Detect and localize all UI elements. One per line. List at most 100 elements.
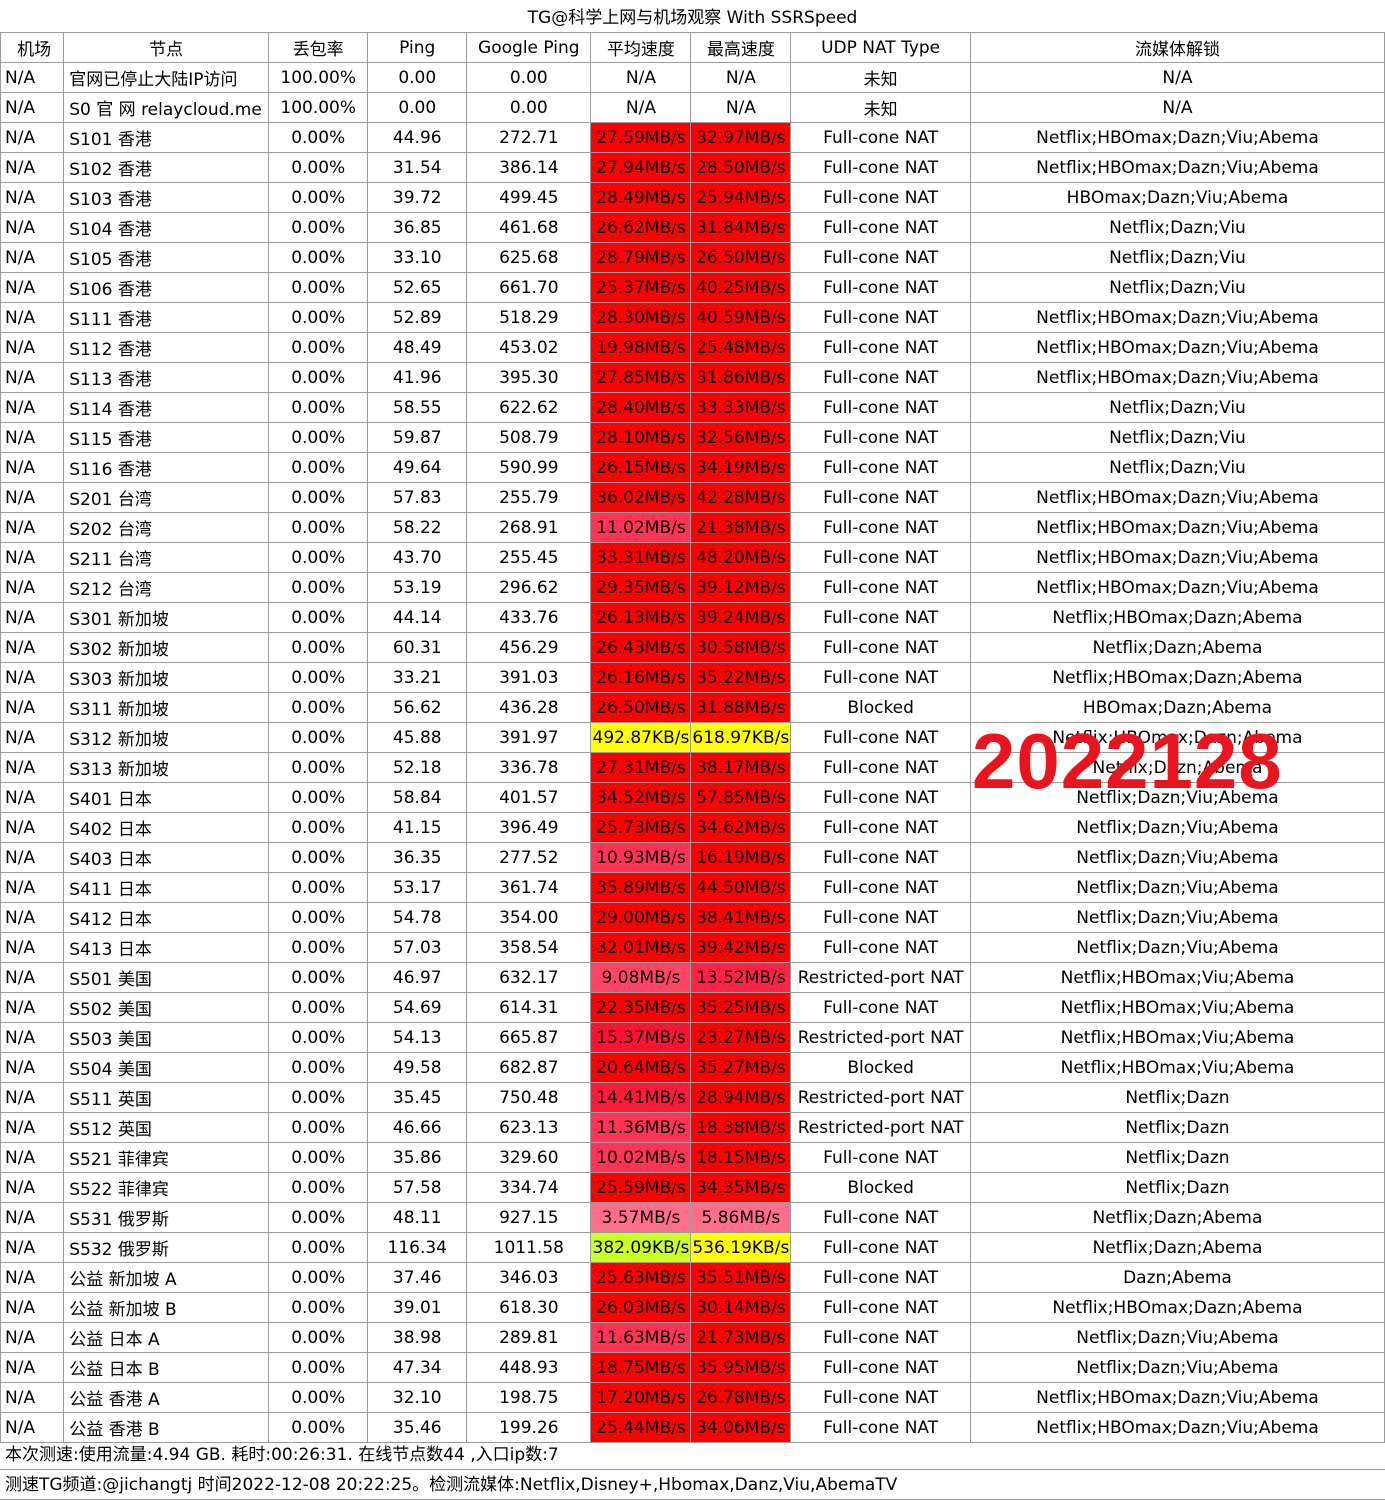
ping-cell: 59.87 bbox=[367, 422, 468, 453]
loss-cell: 0.00% bbox=[268, 602, 369, 633]
node-cell: S303 新加坡 bbox=[63, 662, 270, 693]
streaming-cell: Netflix;HBOmax;Dazn;Viu;Abema bbox=[969, 542, 1385, 573]
google-ping-cell: 334.74 bbox=[466, 1172, 592, 1203]
table-row: N/A S303 新加坡 0.00% 33.21 391.03 26.16MB/s 35.2… bbox=[0, 662, 1385, 693]
google-ping-cell: 395.30 bbox=[466, 362, 592, 393]
airport-cell: N/A bbox=[0, 452, 65, 483]
max-speed-cell: 30.58MB/s bbox=[690, 632, 792, 663]
table-row: N/A S105 香港 0.00% 33.10 625.68 28.79MB/s 26.50… bbox=[0, 242, 1385, 273]
ping-cell: 35.45 bbox=[367, 1082, 468, 1113]
loss-cell: 0.00% bbox=[268, 242, 369, 273]
node-cell: S412 日本 bbox=[63, 902, 270, 933]
max-speed-cell: 34.06MB/s bbox=[690, 1412, 792, 1443]
airport-cell: N/A bbox=[0, 1022, 65, 1053]
node-cell: S521 菲律宾 bbox=[63, 1142, 270, 1173]
loss-cell: 0.00% bbox=[268, 782, 369, 813]
streaming-cell: Netflix;Dazn;Viu;Abema bbox=[969, 1352, 1385, 1383]
max-speed-cell: 28.94MB/s bbox=[690, 1082, 792, 1113]
avg-speed-cell: 28.10MB/s bbox=[590, 422, 692, 453]
max-speed-cell: 32.97MB/s bbox=[690, 122, 792, 153]
airport-cell: N/A bbox=[0, 482, 65, 513]
node-cell: S114 香港 bbox=[63, 392, 270, 423]
udp-nat-cell: Full-cone NAT bbox=[790, 362, 971, 393]
streaming-cell: Netflix;Dazn;Viu;Abema bbox=[969, 1322, 1385, 1353]
streaming-cell: Netflix;HBOmax;Dazn;Abema bbox=[969, 1292, 1385, 1323]
sheet-title: TG@科学上网与机场观察 With SSRSpeed bbox=[527, 8, 858, 28]
table-row: N/A S403 日本 0.00% 36.35 277.52 10.93MB/s 16.19… bbox=[0, 842, 1385, 873]
google-ping-cell: 665.87 bbox=[466, 1022, 592, 1053]
footer-summary: 本次测速:使用流量:4.94 GB. 耗时:00:26:31. 在线节点数44 … bbox=[0, 1441, 1385, 1470]
table-row: N/A S113 香港 0.00% 41.96 395.30 27.85MB/s 31.86… bbox=[0, 362, 1385, 393]
avg-speed-cell: 10.02MB/s bbox=[590, 1142, 692, 1173]
udp-nat-cell: Full-cone NAT bbox=[790, 152, 971, 183]
node-cell: S103 香港 bbox=[63, 182, 270, 213]
table-row: N/A S411 日本 0.00% 53.17 361.74 35.89MB/s 44.50… bbox=[0, 872, 1385, 903]
max-speed-cell: 40.25MB/s bbox=[690, 272, 792, 303]
max-speed-cell: 34.35MB/s bbox=[690, 1172, 792, 1203]
ping-cell: 58.84 bbox=[367, 782, 468, 813]
airport-cell: N/A bbox=[0, 62, 65, 93]
node-cell: S115 香港 bbox=[63, 422, 270, 453]
loss-cell: 0.00% bbox=[268, 1232, 369, 1263]
streaming-cell: Netflix;Dazn;Viu;Abema bbox=[969, 932, 1385, 963]
udp-nat-cell: Blocked bbox=[790, 692, 971, 723]
airport-cell: N/A bbox=[0, 962, 65, 993]
node-cell: S212 台湾 bbox=[63, 572, 270, 603]
udp-nat-cell: Full-cone NAT bbox=[790, 212, 971, 243]
airport-cell: N/A bbox=[0, 662, 65, 693]
airport-cell: N/A bbox=[0, 1352, 65, 1383]
node-cell: S503 美国 bbox=[63, 1022, 270, 1053]
airport-cell: N/A bbox=[0, 542, 65, 573]
table-row: N/A S0 官 网 relaycloud.me 100.00% 0.00 0.00 N/… bbox=[0, 92, 1385, 123]
airport-cell: N/A bbox=[0, 152, 65, 183]
google-ping-cell: 358.54 bbox=[466, 932, 592, 963]
max-speed-cell: 38.41MB/s bbox=[690, 902, 792, 933]
node-cell: S411 日本 bbox=[63, 872, 270, 903]
max-speed-cell: 18.38MB/s bbox=[690, 1112, 792, 1143]
table-row: N/A S115 香港 0.00% 59.87 508.79 28.10MB/s 32.56… bbox=[0, 422, 1385, 453]
table-row: N/A S531 俄罗斯 0.00% 48.11 927.15 3.57MB/s 5.86M… bbox=[0, 1202, 1385, 1233]
header-udp-nat: UDP NAT Type bbox=[790, 32, 971, 63]
avg-speed-cell: 17.20MB/s bbox=[590, 1382, 692, 1413]
header-max-speed: 最高速度 bbox=[690, 32, 792, 63]
node-cell: S502 美国 bbox=[63, 992, 270, 1023]
max-speed-cell: 39.12MB/s bbox=[690, 572, 792, 603]
ping-cell: 35.86 bbox=[367, 1142, 468, 1173]
udp-nat-cell: Restricted-port NAT bbox=[790, 962, 971, 993]
max-speed-cell: 35.51MB/s bbox=[690, 1262, 792, 1293]
loss-cell: 0.00% bbox=[268, 152, 369, 183]
airport-cell: N/A bbox=[0, 302, 65, 333]
table-row: N/A S512 英国 0.00% 46.66 623.13 11.36MB/s 18.38… bbox=[0, 1112, 1385, 1143]
udp-nat-cell: Full-cone NAT bbox=[790, 1292, 971, 1323]
google-ping-cell: 329.60 bbox=[466, 1142, 592, 1173]
udp-nat-cell: 未知 bbox=[790, 62, 971, 93]
max-speed-cell: 28.50MB/s bbox=[690, 152, 792, 183]
udp-nat-cell: Full-cone NAT bbox=[790, 182, 971, 213]
table-row: N/A S312 新加坡 0.00% 45.88 391.97 492.87KB/s 618… bbox=[0, 722, 1385, 753]
google-ping-cell: 391.03 bbox=[466, 662, 592, 693]
loss-cell: 0.00% bbox=[268, 1052, 369, 1083]
ping-cell: 49.64 bbox=[367, 452, 468, 483]
table-row: N/A S114 香港 0.00% 58.55 622.62 28.40MB/s 33.33… bbox=[0, 392, 1385, 423]
avg-speed-cell: 27.31MB/s bbox=[590, 752, 692, 783]
loss-cell: 0.00% bbox=[268, 872, 369, 903]
streaming-cell: Netflix;Dazn;Viu bbox=[969, 422, 1385, 453]
table-row: N/A 官网已停止大陆IP访问 100.00% 0.00 0.00 N/A N/A 未知 N/A bbox=[0, 62, 1385, 93]
airport-cell: N/A bbox=[0, 182, 65, 213]
avg-speed-cell: 11.36MB/s bbox=[590, 1112, 692, 1143]
loss-cell: 0.00% bbox=[268, 722, 369, 753]
airport-cell: N/A bbox=[0, 1082, 65, 1113]
max-speed-cell: 5.86MB/s bbox=[690, 1202, 792, 1233]
udp-nat-cell: Full-cone NAT bbox=[790, 632, 971, 663]
udp-nat-cell: 未知 bbox=[790, 92, 971, 123]
max-speed-cell: 35.27MB/s bbox=[690, 1052, 792, 1083]
udp-nat-cell: Restricted-port NAT bbox=[790, 1082, 971, 1113]
google-ping-cell: 448.93 bbox=[466, 1352, 592, 1383]
table-row: N/A S102 香港 0.00% 31.54 386.14 27.94MB/s 28.50… bbox=[0, 152, 1385, 183]
table-row: N/A S104 香港 0.00% 36.85 461.68 26.62MB/s 31.84… bbox=[0, 212, 1385, 243]
ping-cell: 48.49 bbox=[367, 332, 468, 363]
max-speed-cell: 35.95MB/s bbox=[690, 1352, 792, 1383]
ping-cell: 43.70 bbox=[367, 542, 468, 573]
airport-cell: N/A bbox=[0, 632, 65, 663]
ping-cell: 57.83 bbox=[367, 482, 468, 513]
